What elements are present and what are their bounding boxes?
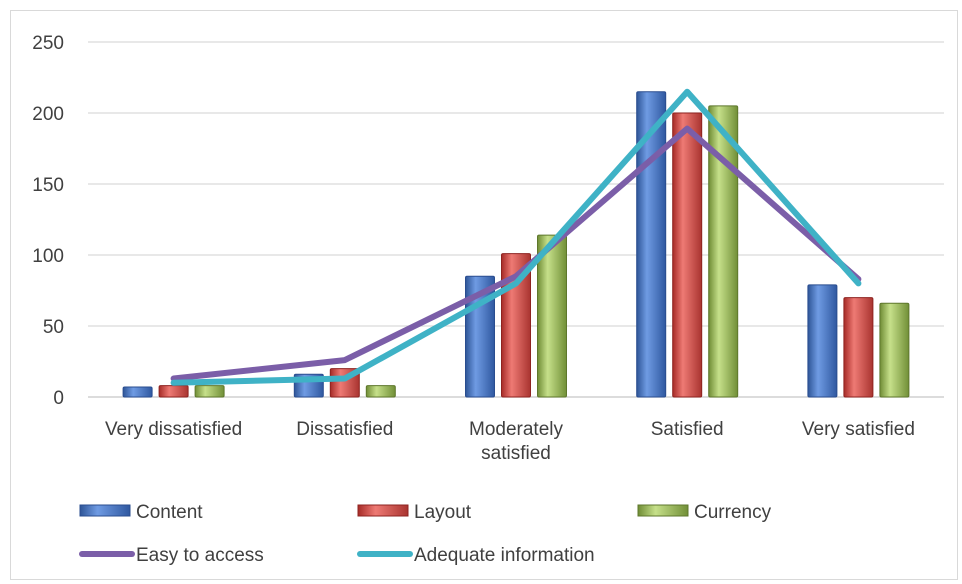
bar-currency (365, 385, 396, 398)
bar-currency (194, 385, 225, 398)
bars (122, 91, 910, 398)
legend-label: Easy to access (136, 545, 264, 566)
bar-currency (537, 234, 567, 398)
bar-content (122, 386, 153, 398)
x-tick-label: Very satisfied (802, 419, 915, 440)
legend-label: Adequate information (414, 545, 595, 566)
lines (170, 88, 862, 386)
line-easy-to-access (170, 125, 862, 382)
x-tick-label: Satisfied (651, 419, 724, 440)
bar-layout (158, 385, 189, 398)
legend-item-layout: Layout (357, 502, 472, 523)
line-adequate-information (170, 88, 862, 386)
y-tick-label: 250 (32, 33, 64, 54)
x-axis-ticks: Very dissatisfied Dissatisfied Moderately s… (105, 419, 915, 464)
bar-layout (672, 112, 703, 398)
bar-layout (843, 297, 874, 398)
y-tick-label: 50 (43, 317, 64, 338)
bar-currency (708, 105, 739, 398)
legend: Content Layout Currency Easy to access Adequ… (79, 502, 772, 566)
bar-content (636, 91, 667, 398)
x-tick-label: Moderately satisfied (469, 419, 563, 464)
y-tick-label: 100 (32, 246, 64, 267)
legend-label: Currency (694, 502, 772, 523)
legend-item-easy-to-access: Easy to access (79, 545, 264, 566)
bar-content (807, 284, 838, 398)
legend-item-adequate-information: Adequate information (357, 545, 595, 566)
legend-swatch (79, 504, 131, 517)
y-axis-ticks: 0 50 100 150 200 250 (32, 33, 64, 409)
legend-label: Content (136, 502, 203, 523)
legend-swatch (637, 504, 689, 517)
gridlines (88, 41, 944, 398)
legend-item-currency: Currency (637, 502, 772, 523)
x-tick-label: Dissatisfied (296, 419, 393, 440)
y-tick-label: 0 (53, 388, 64, 409)
legend-item-content: Content (79, 502, 203, 523)
y-tick-label: 150 (32, 175, 64, 196)
legend-label: Layout (414, 502, 472, 523)
x-tick-label: Very dissatisfied (105, 419, 242, 440)
legend-swatch (357, 504, 409, 517)
bar-currency (879, 302, 910, 398)
y-tick-label: 200 (32, 104, 64, 125)
